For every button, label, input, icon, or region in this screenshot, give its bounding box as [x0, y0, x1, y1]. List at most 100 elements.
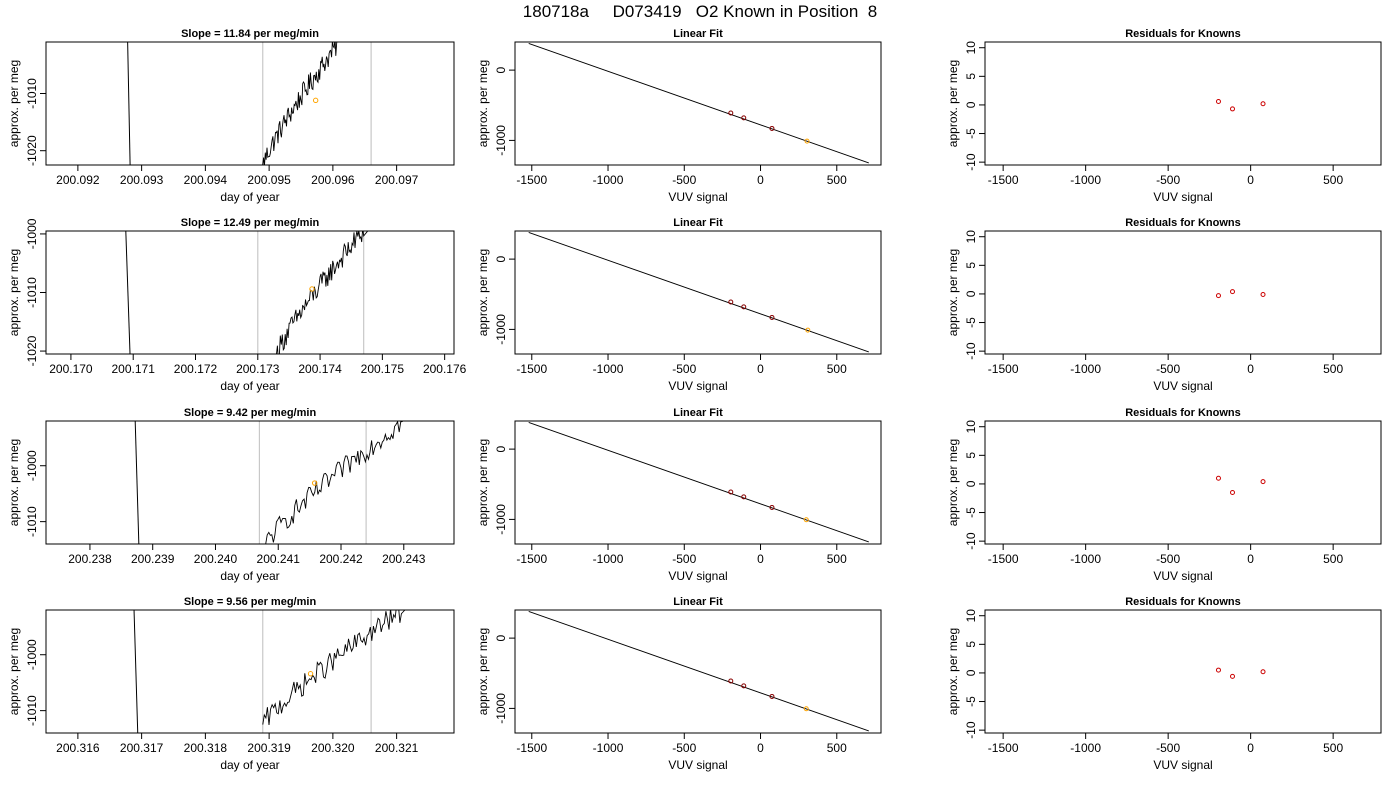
- fit-point: [741, 683, 747, 689]
- y-tick-label: 0: [964, 480, 978, 487]
- x-tick-label: 500: [1323, 741, 1343, 755]
- y-tick-label: 0: [964, 101, 978, 108]
- plot-data: [528, 42, 869, 164]
- panel-title: Residuals for Knowns: [1125, 28, 1241, 40]
- x-tick-label: 200.239: [131, 552, 175, 566]
- fit-panel-4: Linear Fit VUV signal approx. per meg -1500…: [476, 596, 882, 772]
- y-tick-label: -1000: [494, 314, 508, 345]
- x-axis-label: VUV signal: [1153, 758, 1212, 772]
- y-tick-label: -1010: [25, 277, 39, 308]
- x-tick-label: 200.242: [319, 552, 363, 566]
- y-axis-label: approx. per meg: [946, 249, 960, 336]
- x-tick-label: -500: [672, 741, 696, 755]
- plot-data: [528, 421, 869, 543]
- x-tick-label: 0: [757, 741, 764, 755]
- x-tick-label: 200.171: [112, 362, 156, 376]
- x-tick-label: -1000: [593, 362, 624, 376]
- fit-line: [528, 42, 869, 164]
- x-tick-label: -500: [1156, 173, 1180, 187]
- x-tick-label: -1000: [1070, 362, 1101, 376]
- x-tick-label: 500: [827, 362, 847, 376]
- x-tick-label: 200.174: [298, 362, 342, 376]
- residual-point: [1260, 292, 1266, 298]
- x-tick-label: -1500: [516, 173, 547, 187]
- x-tick-label: -1000: [1070, 741, 1101, 755]
- plot-frame: [514, 609, 882, 734]
- plot-data: [125, 231, 369, 354]
- y-axis-label: approx. per meg: [476, 439, 490, 526]
- fit-point: [728, 678, 734, 684]
- x-tick-label: 0: [757, 552, 764, 566]
- y-axis-label: approx. per meg: [946, 60, 960, 147]
- sample-marker: [309, 286, 315, 292]
- residual-point: [1260, 479, 1266, 485]
- slope-panel-4: Slope = 9.56 per meg/min day of year appro…: [7, 596, 455, 772]
- x-tick-label: -1500: [988, 362, 1019, 376]
- x-tick-label: 200.094: [184, 173, 228, 187]
- sample-marker: [803, 517, 809, 523]
- plot-data: [133, 610, 406, 733]
- x-tick-label: -1000: [593, 173, 624, 187]
- x-tick-label: 500: [827, 552, 847, 566]
- plot-data: [528, 231, 869, 353]
- x-tick-label: 200.320: [311, 741, 355, 755]
- fit-line: [528, 421, 869, 543]
- y-tick-label: -1020: [25, 335, 39, 366]
- x-axis-label: day of year: [220, 190, 279, 204]
- sample-marker: [307, 671, 314, 677]
- fit-line: [528, 610, 869, 732]
- x-tick-label: 200.176: [423, 362, 467, 376]
- x-tick-label: 200.316: [56, 741, 100, 755]
- residual-point: [1260, 669, 1266, 675]
- plot-frame: [45, 230, 455, 355]
- y-tick-label: -1000: [494, 504, 508, 535]
- plot-data: [528, 610, 869, 732]
- x-tick-label: -500: [672, 362, 696, 376]
- y-axis-label: approx. per meg: [476, 60, 490, 147]
- y-axis-label: approx. per meg: [476, 628, 490, 715]
- x-axis-label: VUV signal: [1153, 569, 1212, 583]
- resid-panel-4: Residuals for Knowns VUV signal approx. pe…: [946, 596, 1382, 772]
- x-tick-label: -1500: [988, 552, 1019, 566]
- y-tick-label: 0: [964, 290, 978, 297]
- fit-line: [528, 231, 869, 353]
- residual-point: [1230, 490, 1235, 496]
- fit-point: [741, 494, 747, 500]
- data-trace: [262, 610, 406, 725]
- y-tick-label: -1010: [25, 78, 39, 109]
- x-tick-label: 500: [1323, 362, 1343, 376]
- x-tick-label: 0: [1247, 173, 1254, 187]
- x-tick-label: 200.175: [361, 362, 405, 376]
- panel-title: Slope = 12.49 per meg/min: [181, 217, 320, 229]
- plot-frame: [514, 230, 882, 355]
- y-tick-label: -1010: [25, 506, 39, 537]
- y-tick-label: 5: [964, 641, 978, 648]
- x-tick-label: -1500: [516, 552, 547, 566]
- x-tick-label: 200.097: [375, 173, 419, 187]
- x-tick-label: -1500: [516, 362, 547, 376]
- y-tick-label: 0: [494, 255, 508, 262]
- x-axis-label: day of year: [220, 569, 279, 583]
- residual-point: [1230, 289, 1235, 295]
- x-tick-label: 500: [1323, 552, 1343, 566]
- y-tick-label: 0: [494, 66, 508, 73]
- y-tick-label: 10: [964, 609, 978, 623]
- slope-panel-2: Slope = 12.49 per meg/min day of year appr…: [7, 217, 467, 393]
- plot-frame: [45, 41, 455, 166]
- plot-frame: [45, 609, 455, 734]
- drop-line: [127, 42, 131, 165]
- y-tick-label: 5: [964, 73, 978, 80]
- y-axis-label: approx. per meg: [7, 628, 21, 715]
- fit-point: [741, 115, 747, 121]
- sample-marker: [804, 138, 810, 144]
- plot-data: [127, 42, 372, 165]
- x-tick-label: -500: [1156, 552, 1180, 566]
- x-tick-label: 200.319: [247, 741, 291, 755]
- x-tick-label: 500: [1323, 173, 1343, 187]
- plot-frame: [514, 420, 882, 545]
- y-axis-label: approx. per meg: [476, 249, 490, 336]
- plot-frame: [514, 41, 882, 166]
- x-tick-label: -500: [1156, 741, 1180, 755]
- data-trace: [265, 421, 403, 544]
- x-tick-label: 200.318: [184, 741, 228, 755]
